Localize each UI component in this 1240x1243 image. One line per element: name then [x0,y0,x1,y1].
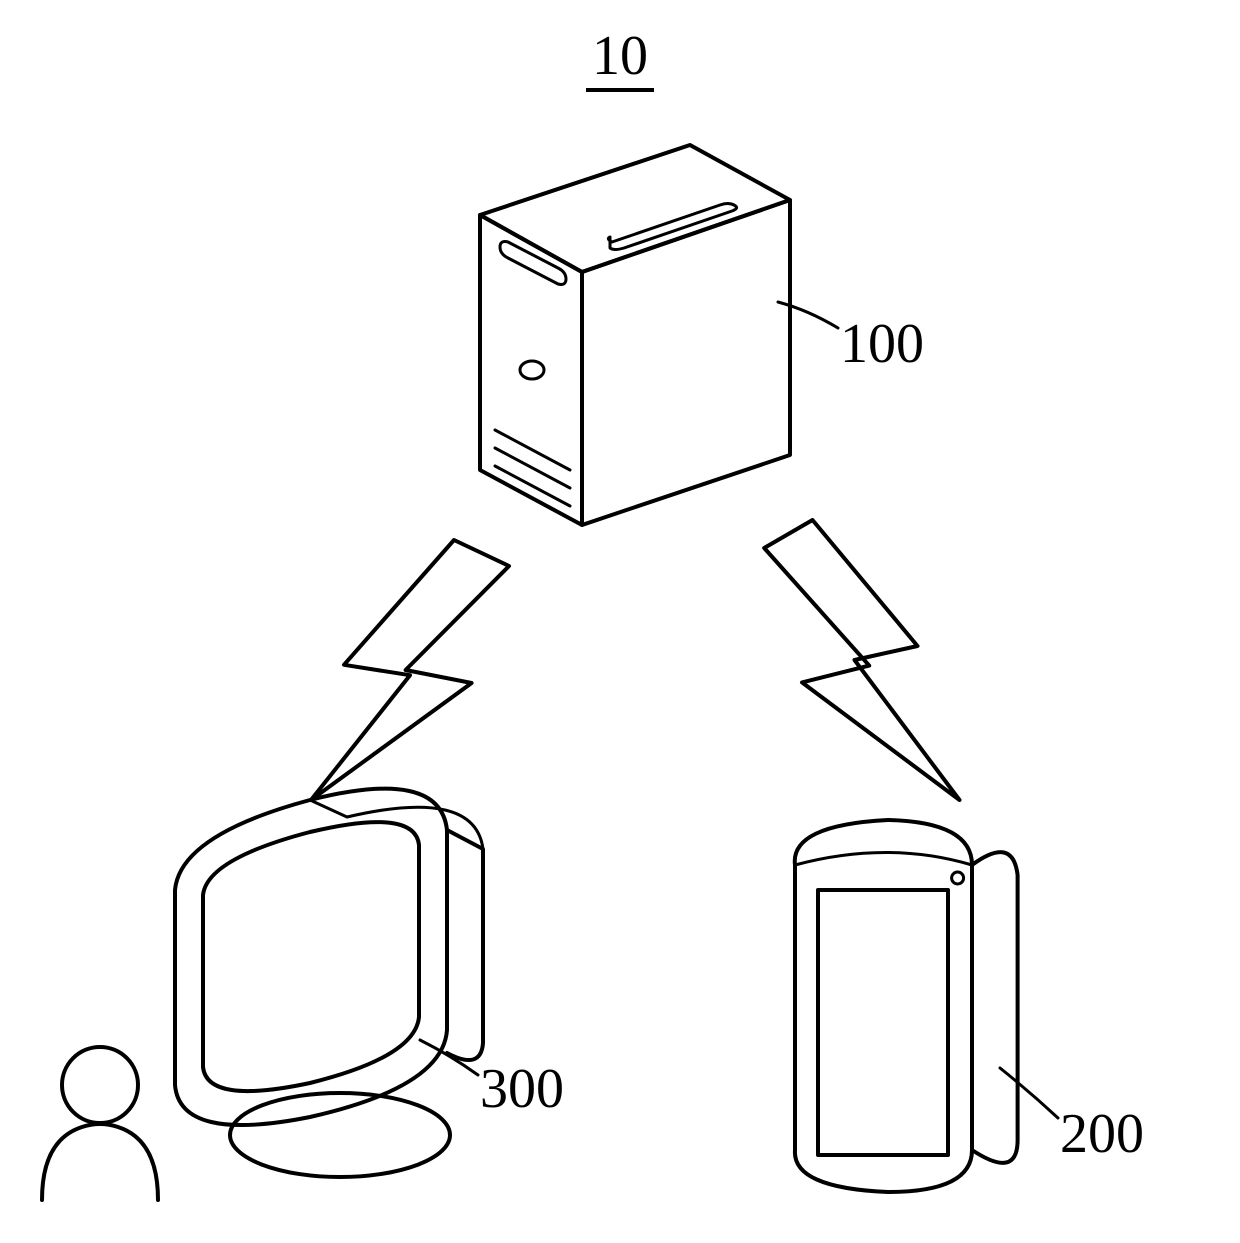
diagram-canvas: 10 100 200 300 [0,0,1240,1243]
leader-monitor [420,1040,478,1075]
server-icon [480,145,790,525]
leader-phone [1000,1068,1058,1118]
smartphone-icon [795,820,1018,1192]
ref-label-server: 100 [840,312,924,376]
figure-ref-title-text: 10 [586,24,654,92]
lightning-icon-1 [764,520,959,800]
ref-label-monitor: 300 [480,1057,564,1121]
diagram-svg [0,0,1240,1243]
leader-server [778,302,838,328]
ref-label-phone: 200 [1060,1102,1144,1166]
figure-ref-title: 10 [0,24,1240,92]
monitor-user-icon [42,789,483,1200]
lightning-icon-0 [311,540,509,800]
